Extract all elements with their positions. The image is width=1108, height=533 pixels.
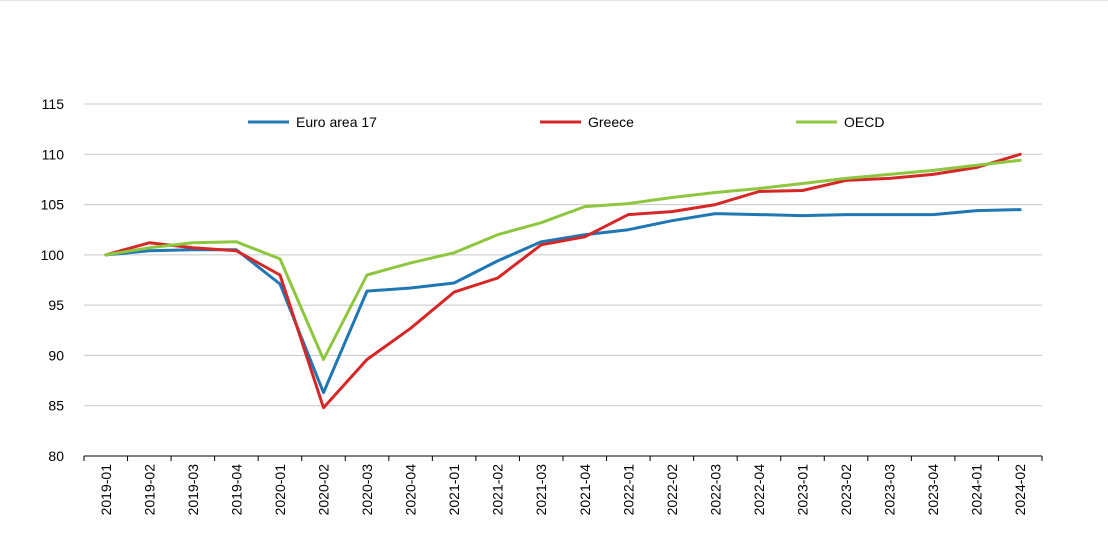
x-tick-label: 2023-02 <box>838 464 854 516</box>
y-tick-label: 115 <box>42 96 65 112</box>
legend: Euro area 17 Greece OECD <box>248 114 884 130</box>
x-tick-label: 2021-01 <box>446 464 462 516</box>
x-axis: 2019-01 2019-02 2019-03 2019-04 2020-01 2020-… <box>83 455 1043 516</box>
x-tick-label: 2022-03 <box>707 464 723 516</box>
gridlines <box>84 103 1042 407</box>
top-border <box>0 0 1108 1</box>
series-line-euro-area-17 <box>104 208 1022 395</box>
x-tick-label: 2020-01 <box>272 464 288 516</box>
x-tick-label: 2019-04 <box>228 464 244 516</box>
x-tick-label: 2023-03 <box>882 464 898 516</box>
y-axis: 80 85 90 95 100 105 110 115 <box>41 96 65 464</box>
x-tick-label: 2020-03 <box>359 464 375 516</box>
x-tick-label: 2021-04 <box>577 464 593 516</box>
y-tick-label: 100 <box>41 247 65 263</box>
x-tick-label: 2022-01 <box>620 464 636 516</box>
y-tick-label: 85 <box>48 398 64 414</box>
y-tick-label: 95 <box>48 297 64 313</box>
y-tick-label: 90 <box>48 347 64 363</box>
x-tick-label: 2021-03 <box>533 464 549 516</box>
y-tick-label: 80 <box>48 448 64 464</box>
x-tick-label: 2019-01 <box>98 464 114 516</box>
legend-label-oecd: OECD <box>844 114 884 130</box>
x-tick-label: 2019-03 <box>185 464 201 516</box>
x-tick-label: 2022-02 <box>664 464 680 516</box>
x-tick-label: 2024-02 <box>1012 464 1028 516</box>
x-tick-label: 2020-02 <box>316 464 332 516</box>
series-lines <box>104 152 1022 410</box>
legend-label-greece: Greece <box>588 114 634 130</box>
x-tick-label: 2019-02 <box>141 464 157 516</box>
y-tick-label: 105 <box>41 197 65 213</box>
y-tick-label: 110 <box>42 146 65 162</box>
x-tick-label: 2021-02 <box>490 464 506 516</box>
series-line-greece <box>104 152 1022 410</box>
x-tick-label: 2024-01 <box>969 464 985 516</box>
x-tick-label: 2020-04 <box>403 464 419 516</box>
series-line-oecd <box>104 158 1022 361</box>
x-tick-label: 2023-04 <box>925 464 941 516</box>
x-tick-label: 2023-01 <box>795 464 811 516</box>
x-tick-label: 2022-04 <box>751 464 767 516</box>
legend-label-euro-area-17: Euro area 17 <box>296 114 377 130</box>
